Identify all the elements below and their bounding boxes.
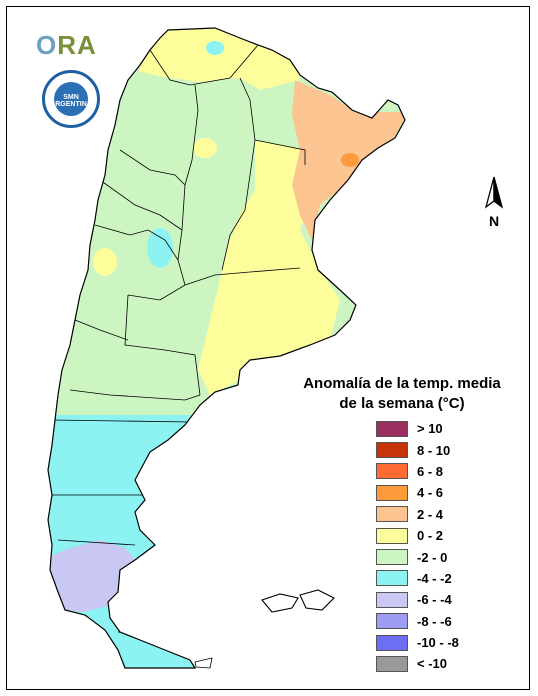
- north-arrow-icon: N: [480, 175, 510, 231]
- legend-label: 0 - 2: [417, 528, 444, 544]
- legend-row: 2 - 4: [376, 504, 459, 525]
- legend-row: -10 - -8: [376, 632, 459, 653]
- legend-label: 6 - 8: [417, 463, 444, 479]
- legend-swatch: [376, 591, 408, 608]
- legend-swatch: [376, 549, 408, 566]
- legend-row: 6 - 8: [376, 461, 459, 482]
- legend-swatch: [376, 570, 408, 587]
- legend-swatch: [376, 463, 408, 480]
- legend-row: 4 - 6: [376, 482, 459, 503]
- legend-swatch: [376, 613, 408, 630]
- north-label: N: [489, 213, 500, 229]
- legend-row: -8 - -6: [376, 611, 459, 632]
- smn-seal-logo: SMN ARGENTINA: [42, 70, 100, 128]
- legend-swatch: [376, 506, 408, 523]
- legend-label: -10 - -8: [417, 635, 459, 651]
- legend-label: 4 - 6: [417, 485, 444, 501]
- legend-title-line2: de la semana (°C): [339, 395, 465, 412]
- legend-row: < -10: [376, 653, 459, 674]
- legend: > 10 8 - 10 6 - 8 4 - 6 2 - 4 0 - 2 -2 -…: [376, 418, 459, 675]
- seal-text: SMN ARGENTINA: [50, 94, 92, 108]
- legend-swatch: [376, 655, 408, 672]
- ora-logo: ORA: [36, 30, 97, 60]
- legend-row: 8 - 10: [376, 439, 459, 460]
- legend-label: 2 - 4: [417, 506, 444, 522]
- legend-label: > 10: [417, 421, 443, 437]
- legend-row: > 10: [376, 418, 459, 439]
- legend-row: -6 - -4: [376, 589, 459, 610]
- legend-label: -4 - -2: [417, 570, 452, 586]
- legend-swatch: [376, 634, 408, 651]
- legend-swatch: [376, 442, 408, 459]
- legend-label: < -10: [417, 656, 447, 672]
- legend-title: Anomalía de la temp. media de la semana …: [292, 374, 512, 414]
- legend-row: -4 - -2: [376, 568, 459, 589]
- legend-swatch: [376, 527, 408, 544]
- legend-label: -2 - 0: [417, 549, 448, 565]
- legend-label: 8 - 10: [417, 442, 451, 458]
- legend-label: -6 - -4: [417, 592, 452, 608]
- legend-row: 0 - 2: [376, 525, 459, 546]
- legend-title-line1: Anomalía de la temp. media: [303, 375, 501, 392]
- legend-label: -8 - -6: [417, 613, 452, 629]
- legend-swatch: [376, 420, 408, 437]
- legend-row: -2 - 0: [376, 546, 459, 567]
- legend-swatch: [376, 484, 408, 501]
